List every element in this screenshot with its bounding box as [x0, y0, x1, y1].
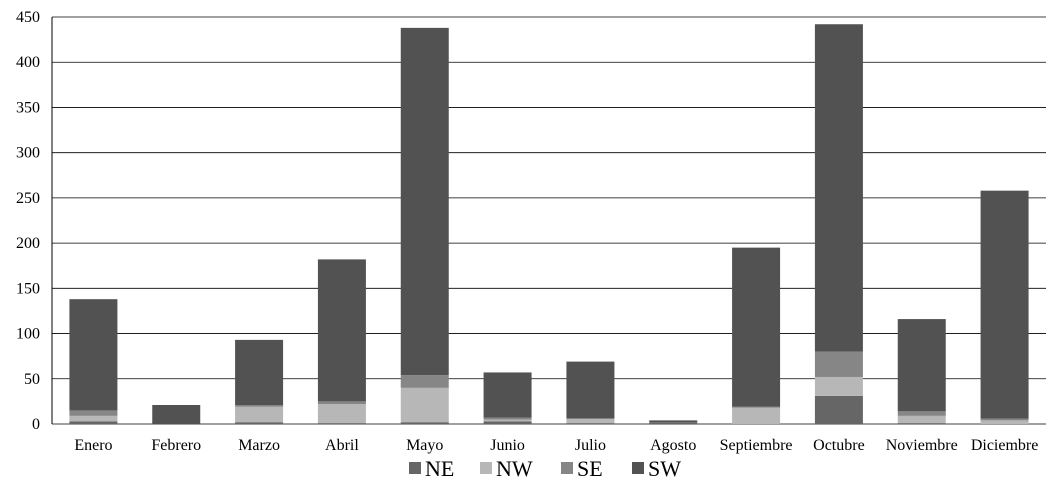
x-tick-label: Mayo	[406, 437, 443, 454]
legend-swatch-nw	[480, 462, 492, 474]
gridlines	[52, 16, 1046, 425]
bar-segment-se	[235, 405, 284, 407]
y-tick-label: 400	[16, 54, 40, 71]
legend: NE NW SE SW	[409, 456, 681, 481]
x-tick-label: Abril	[325, 437, 359, 454]
bar-segment-se	[732, 406, 781, 408]
bar-segment-se	[483, 417, 532, 420]
y-tick-label: 50	[24, 371, 40, 388]
x-tick-label: Febrero	[151, 437, 201, 454]
y-tick-label: 0	[32, 416, 40, 433]
x-tick-label: Agosto	[650, 437, 696, 454]
y-tick-label: 300	[16, 145, 40, 162]
bar-segment-ne	[69, 421, 118, 424]
y-tick-label: 200	[16, 235, 40, 252]
bar-segment-nw	[400, 387, 449, 423]
bar-segment-nw	[897, 415, 946, 424]
bar-segment-ne	[814, 395, 863, 424]
x-tick-label: Octubre	[813, 437, 865, 454]
bar-segment-sw	[400, 27, 449, 376]
y-axis: 0 50 100 150 200 250 300 350 400 450	[16, 9, 53, 433]
y-tick-label: 150	[16, 280, 40, 297]
bar-segment-nw	[317, 404, 366, 424]
bar-segment-nw	[69, 415, 118, 422]
bar-segment-sw	[152, 405, 201, 424]
legend-label-nw: NW	[496, 456, 533, 481]
bar-segment-nw	[814, 376, 863, 396]
legend-swatch-ne	[409, 462, 421, 474]
bar-segment-sw	[897, 319, 946, 412]
bar-segment-se	[897, 411, 946, 416]
bar-segment-se	[980, 418, 1029, 421]
bar-segment-se	[69, 410, 118, 416]
x-tick-label: Junio	[490, 437, 525, 454]
bar-segment-ne	[897, 423, 946, 424]
x-tick-label: Noviembre	[886, 437, 958, 454]
x-axis: Enero Febrero Marzo Abril Mayo Junio Julio Agos…	[74, 437, 1038, 454]
bar-segment-nw	[732, 407, 781, 424]
bar-segment-ne	[649, 422, 698, 424]
bar-segment-ne	[317, 423, 366, 424]
bar-segment-sw	[235, 339, 284, 406]
legend-swatch-sw	[632, 462, 644, 474]
bar-segment-nw	[980, 420, 1029, 424]
legend-label-sw: SW	[648, 456, 681, 481]
bar-segment-sw	[566, 361, 615, 419]
legend-label-se: SE	[577, 456, 603, 481]
bar-segment-nw	[235, 406, 284, 423]
bar-segment-ne	[483, 421, 532, 424]
bar-segment-sw	[317, 259, 366, 402]
bar-segment-se	[400, 375, 449, 388]
y-tick-label: 450	[16, 9, 40, 26]
bar-segment-se	[317, 401, 366, 405]
x-tick-label: Enero	[74, 437, 112, 454]
bar-segment-ne	[566, 423, 615, 424]
bar-segment-ne	[235, 422, 284, 424]
x-tick-label: Septiembre	[720, 437, 793, 454]
y-tick-label: 350	[16, 99, 40, 116]
bar-segment-sw	[69, 299, 118, 411]
y-tick-label: 100	[16, 326, 40, 343]
x-tick-label: Marzo	[238, 437, 280, 454]
bar-segment-sw	[980, 190, 1029, 419]
legend-label-ne: NE	[425, 456, 454, 481]
bar-segment-se	[814, 351, 863, 377]
bar-segment-sw	[732, 247, 781, 407]
bar-segment-sw	[814, 24, 863, 352]
legend-swatch-se	[561, 462, 573, 474]
bar-segment-sw	[649, 420, 698, 423]
x-tick-label: Julio	[575, 437, 606, 454]
x-tick-label: Diciembre	[971, 437, 1039, 454]
bar-segment-sw	[483, 372, 532, 418]
bar-segment-nw	[483, 419, 532, 422]
y-tick-label: 250	[16, 190, 40, 207]
bar-segment-nw	[566, 418, 615, 424]
bars	[69, 24, 1029, 424]
bar-segment-ne	[400, 422, 449, 424]
